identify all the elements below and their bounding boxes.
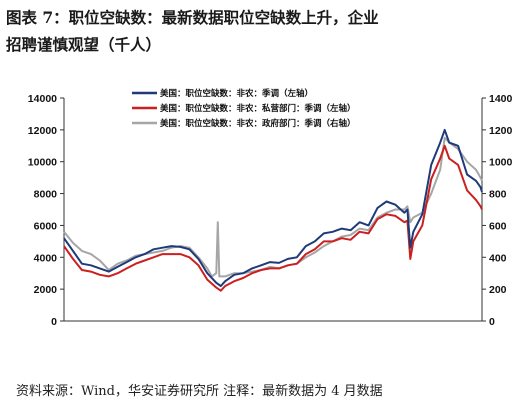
right-tick-label: 1400 bbox=[489, 93, 513, 105]
right-tick-label: 400 bbox=[489, 252, 507, 264]
source-note: 资料来源：Wind，华安证券研究所 注释：最新数据为 4 月数据 bbox=[16, 384, 383, 399]
right-tick-label: 0 bbox=[489, 316, 495, 328]
chart-title: 图表 7：职位空缺数：最新数据职位空缺数上升，企业 招聘谨慎观望（千人） bbox=[6, 4, 522, 58]
legend-label-gov: 美国：职位空缺数：非农：政府部门：季调（右轴） bbox=[160, 118, 356, 129]
left-tick-label: 0 bbox=[51, 316, 57, 328]
right-tick-label: 1200 bbox=[489, 125, 513, 137]
left-tick-label: 2000 bbox=[34, 284, 58, 296]
right-tick-label: 600 bbox=[489, 220, 507, 232]
chart-title-line-2: 招聘谨慎观望（千人） bbox=[6, 35, 162, 54]
series-line-gov bbox=[63, 136, 483, 278]
legend-label-total: 美国：职位空缺数：非农：季调（左轴） bbox=[160, 88, 313, 99]
right-tick-label: 200 bbox=[489, 284, 507, 296]
left-tick-label: 6000 bbox=[34, 220, 58, 232]
legend-label-private: 美国：职位空缺数：非农：私营部门：季调（左轴） bbox=[160, 103, 356, 114]
legend: 美国：职位空缺数：非农：季调（左轴） 美国：职位空缺数：非农：私营部门：季调（左轴… bbox=[132, 88, 356, 129]
left-tick-label: 8000 bbox=[34, 189, 58, 201]
axes: 0 2000 4000 6000 8000 10000 12000 14000 0 200 400 6… bbox=[28, 93, 513, 328]
series-line-total bbox=[63, 128, 483, 287]
series-lines bbox=[63, 128, 483, 292]
left-tick-label: 10000 bbox=[28, 157, 57, 169]
right-tick-label: 800 bbox=[489, 189, 507, 201]
series-line-private bbox=[63, 144, 483, 292]
left-tick-label: 4000 bbox=[34, 252, 58, 264]
left-tick-label: 12000 bbox=[28, 125, 57, 137]
chart-title-line-1: 图表 7：职位空缺数：最新数据职位空缺数上升，企业 bbox=[6, 8, 379, 27]
left-tick-label: 14000 bbox=[28, 93, 57, 105]
right-tick-label: 1000 bbox=[489, 157, 513, 169]
